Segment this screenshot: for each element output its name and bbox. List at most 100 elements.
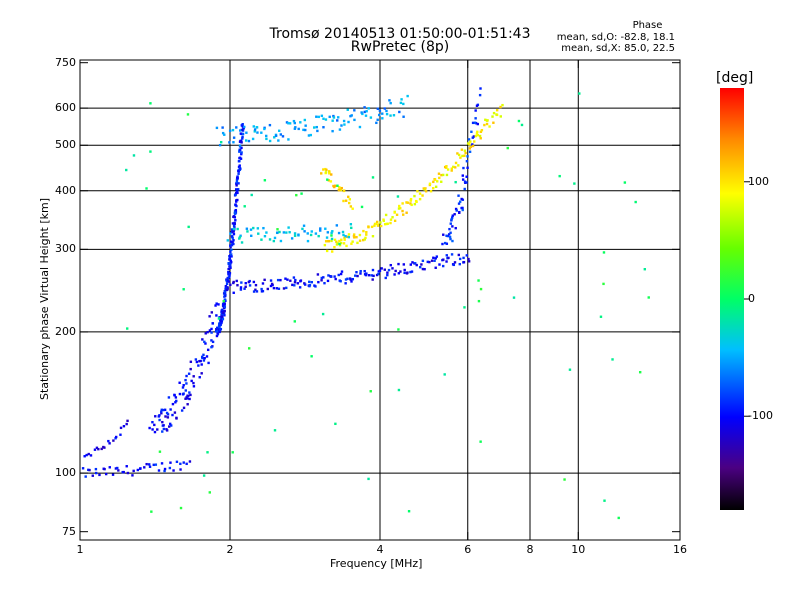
data-point bbox=[107, 439, 110, 443]
data-point bbox=[332, 114, 335, 118]
data-point bbox=[187, 225, 190, 229]
data-point bbox=[303, 118, 307, 122]
x-axis-label: Frequency [MHz] bbox=[330, 557, 423, 570]
data-point bbox=[152, 463, 155, 467]
data-point bbox=[457, 164, 460, 167]
data-point bbox=[457, 253, 461, 257]
data-point bbox=[236, 188, 239, 191]
data-point bbox=[226, 279, 230, 282]
data-point bbox=[440, 173, 443, 177]
data-point bbox=[216, 329, 220, 333]
data-point bbox=[338, 128, 342, 131]
data-point bbox=[413, 202, 417, 206]
data-point bbox=[276, 228, 279, 231]
data-point bbox=[406, 201, 409, 204]
data-point bbox=[268, 123, 272, 127]
data-point bbox=[337, 231, 341, 235]
data-point bbox=[382, 219, 385, 223]
data-point bbox=[293, 281, 297, 284]
data-point bbox=[416, 190, 419, 193]
data-point bbox=[445, 254, 448, 257]
data-point bbox=[443, 373, 446, 376]
data-point bbox=[293, 320, 297, 323]
data-point bbox=[234, 219, 237, 222]
data-point bbox=[217, 303, 220, 306]
data-point bbox=[434, 185, 438, 188]
data-point bbox=[227, 267, 230, 271]
data-point bbox=[149, 150, 152, 153]
data-point bbox=[240, 241, 244, 244]
colorbar bbox=[720, 88, 744, 510]
data-point bbox=[458, 211, 461, 214]
data-point bbox=[445, 234, 448, 237]
data-point bbox=[351, 240, 354, 243]
data-point bbox=[333, 275, 336, 278]
data-point bbox=[317, 115, 320, 119]
x-tick-label-16: 16 bbox=[673, 543, 687, 556]
data-point bbox=[272, 286, 276, 290]
data-point bbox=[185, 396, 188, 399]
data-point bbox=[241, 137, 244, 140]
data-point bbox=[520, 123, 524, 127]
data-point bbox=[307, 134, 311, 137]
data-point bbox=[410, 270, 414, 273]
data-point bbox=[333, 238, 337, 242]
data-point bbox=[186, 113, 190, 116]
data-point bbox=[335, 224, 339, 227]
data-point bbox=[396, 195, 400, 198]
data-point bbox=[389, 263, 392, 267]
data-point bbox=[474, 117, 477, 120]
data-point bbox=[467, 138, 471, 141]
data-point bbox=[178, 392, 182, 396]
data-point bbox=[436, 180, 439, 183]
data-point bbox=[451, 239, 454, 243]
data-point bbox=[185, 374, 188, 378]
data-point bbox=[182, 384, 185, 387]
data-point bbox=[217, 317, 221, 320]
data-point bbox=[361, 112, 364, 116]
data-point bbox=[409, 199, 412, 202]
data-point bbox=[340, 238, 343, 242]
data-point bbox=[348, 201, 351, 205]
data-point bbox=[314, 232, 318, 235]
data-point bbox=[402, 263, 406, 266]
stats-heading: Phase bbox=[632, 20, 663, 31]
data-point bbox=[372, 274, 375, 278]
data-point bbox=[365, 231, 368, 234]
data-point bbox=[186, 403, 189, 406]
data-point bbox=[476, 130, 479, 134]
data-point bbox=[223, 309, 226, 313]
data-point bbox=[225, 279, 228, 282]
data-point bbox=[260, 287, 263, 291]
data-point bbox=[231, 229, 234, 232]
data-point bbox=[273, 429, 277, 432]
data-point bbox=[250, 234, 253, 238]
data-point bbox=[377, 223, 380, 226]
data-point bbox=[104, 472, 108, 476]
data-point bbox=[464, 151, 467, 155]
data-point bbox=[458, 257, 462, 261]
data-point bbox=[330, 231, 333, 235]
data-point bbox=[424, 190, 428, 193]
data-point bbox=[230, 248, 233, 251]
data-point bbox=[483, 123, 486, 127]
data-point bbox=[225, 282, 229, 286]
data-point bbox=[192, 375, 195, 378]
data-point bbox=[178, 381, 181, 384]
data-point bbox=[451, 225, 454, 228]
data-point bbox=[475, 104, 479, 107]
data-point bbox=[262, 226, 265, 230]
data-point bbox=[343, 236, 346, 239]
data-point bbox=[378, 113, 381, 117]
data-point bbox=[198, 360, 201, 363]
data-point bbox=[319, 227, 322, 230]
data-point bbox=[224, 287, 227, 291]
data-point bbox=[210, 331, 213, 334]
data-point bbox=[375, 121, 378, 125]
data-point bbox=[116, 466, 119, 470]
data-point bbox=[218, 324, 221, 327]
data-point bbox=[263, 179, 267, 182]
data-point bbox=[207, 361, 210, 365]
data-point bbox=[202, 474, 206, 477]
data-point bbox=[389, 114, 392, 117]
